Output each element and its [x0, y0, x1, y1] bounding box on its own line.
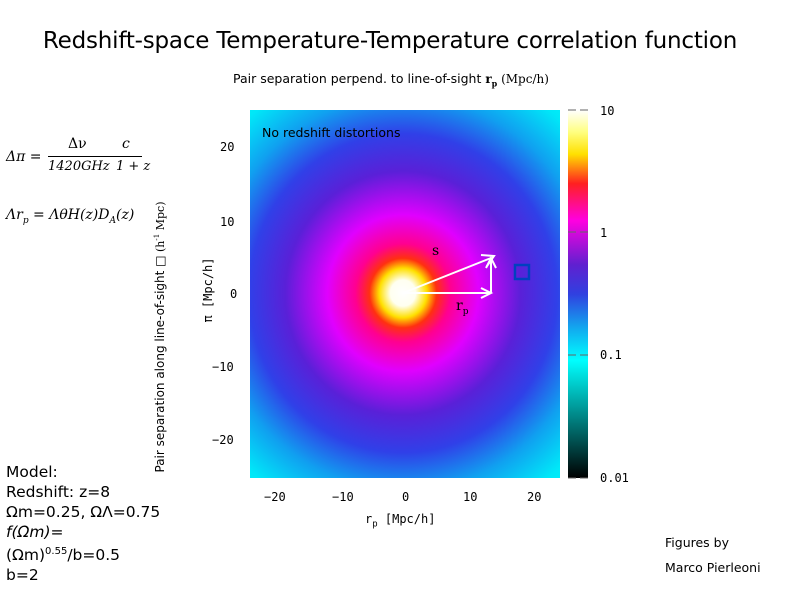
y-tick-label: −20: [212, 433, 234, 447]
colorbar-ticks: [568, 109, 588, 479]
x-tick-label: −10: [332, 490, 354, 504]
eq2-sub: p: [22, 215, 29, 226]
credit-line-2: Marco Pierleoni: [665, 560, 761, 575]
eq1-num1: Δν: [68, 136, 87, 152]
plot-annotation: No redshift distortions: [262, 125, 401, 140]
top-axis-label-sub: p: [491, 78, 498, 89]
x-axis-label-unit: [Mpc/h]: [377, 512, 436, 526]
x-tick-label: −20: [264, 490, 286, 504]
eq2-text: Λr: [6, 207, 23, 223]
model-line-5-sup: 0.55: [45, 546, 68, 557]
y-axis-label-wrap: π [Mpc/h]: [201, 257, 215, 322]
credit-line-1: Figures by: [665, 535, 729, 550]
x-axis-label: rp [Mpc/h]: [365, 512, 435, 529]
colorbar-tick-label: 0.01: [600, 471, 629, 485]
cell-marker-box: [513, 263, 531, 281]
colorbar: [568, 110, 588, 478]
x-tick-label: 20: [527, 490, 542, 504]
top-axis-label-unit: (Mpc/h): [497, 72, 549, 86]
model-line-1: Model:: [6, 463, 58, 481]
rp-label-sub: p: [462, 306, 469, 317]
rp-label: rp: [456, 298, 468, 317]
x-axis-label-sub: p: [372, 519, 378, 530]
colorbar-tick-label: 10: [600, 104, 615, 118]
y-tick-label: 20: [220, 140, 235, 154]
y-tick-label: 10: [220, 215, 235, 229]
top-axis-label-symbol: r: [485, 72, 492, 86]
model-line-6: b=2: [6, 566, 39, 585]
colorbar-tick-label: 1: [600, 226, 608, 240]
y-tick-label: 0: [230, 287, 238, 301]
equation-lambda-rp: Λrp = ΛθH(z)DA(z): [6, 207, 134, 226]
y-axis-label: π [Mpc/h]: [201, 257, 215, 323]
top-axis-label-text: Pair separation perpend. to line-of-sigh…: [233, 71, 486, 86]
eq1-den2: 1 + z: [116, 159, 151, 174]
eq2-rest: = ΛθH(z)D: [28, 207, 110, 223]
model-line-5: (Ωm)0.55/b=0.5: [6, 542, 160, 565]
model-line-3: Ωm=0.25, ΩΛ=0.75: [6, 503, 161, 521]
eq2-end: (z): [115, 207, 135, 223]
equation-delta-pi: Δπ = Δν 1420GHz c 1 + z: [6, 134, 156, 184]
s-vector-arrow: [402, 257, 492, 294]
eq1-num2: c: [122, 136, 130, 152]
eq1-lhs: Δπ =: [6, 149, 42, 165]
separation-arrows: [402, 254, 497, 299]
model-line-4: f(Ωm)=: [6, 522, 160, 542]
s-label: s: [432, 243, 440, 259]
model-line-5-post: /b=0.5: [67, 546, 121, 565]
x-axis-label-symbol: r: [365, 512, 373, 526]
top-axis-label: Pair separation perpend. to line-of-sigh…: [233, 71, 549, 89]
eq1-fraction-bar-2: [114, 156, 142, 157]
model-line-5-pre: (Ωm): [6, 546, 46, 565]
x-tick-label: 0: [402, 490, 410, 504]
model-parameters: Model: Redshift: z=8 Ωm=0.25, ΩΛ=0.75 f(…: [6, 462, 160, 585]
rp-label-text: r: [456, 298, 463, 314]
pi-vector-arrowhead: [485, 255, 497, 269]
x-tick-label: 10: [463, 490, 478, 504]
eq1-fraction-bar-1: [48, 156, 114, 157]
model-line-4-text: f(Ωm)=: [6, 523, 64, 541]
y-tick-label: −10: [212, 360, 234, 374]
model-line-2: Redshift: z=8: [6, 483, 111, 501]
page-title: Redshift-space Temperature-Temperature c…: [42, 28, 738, 54]
eq1-den1: 1420GHz: [48, 159, 110, 174]
eq2-sub2: A: [109, 215, 116, 226]
colorbar-tick-label: 0.1: [600, 348, 622, 362]
